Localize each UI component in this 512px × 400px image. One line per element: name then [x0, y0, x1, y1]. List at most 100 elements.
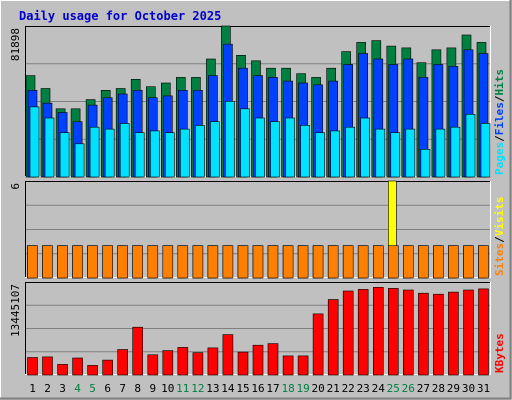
- legend-hits_files_pages: Pages/Files/Hits: [493, 69, 506, 175]
- legend-item: Sites: [493, 243, 506, 276]
- bar-kbytes-day-27: [418, 292, 429, 376]
- bar-pages-day-1: [29, 106, 40, 178]
- bar-sites-day-12: [192, 245, 204, 279]
- bar-pages-day-18: [285, 117, 295, 178]
- bar-kbytes-day-22: [342, 290, 354, 376]
- bar-pages-day-4: [74, 143, 85, 178]
- chart-title: Daily usage for October 2025: [19, 9, 221, 23]
- y-axis-max-label: 13445107: [9, 284, 22, 337]
- bar-kbytes-day-8: [132, 326, 143, 376]
- bar-sites-day-31: [478, 245, 489, 279]
- x-axis-day-labels: 1 2 3 4 5 6 7 8 9 10 11 12 13 14 15 16 17 18 19 20 21 22 23 24 2…: [29, 382, 490, 395]
- bar-kbytes-day-3: [57, 364, 68, 376]
- bar-pages-day-14: [225, 101, 235, 178]
- bar-sites-day-14: [222, 245, 234, 279]
- bar-kbytes-day-11: [177, 347, 189, 376]
- bar-kbytes-day-16: [252, 344, 264, 376]
- x-tick-label: 2: [44, 382, 51, 395]
- bar-sites-day-28: [433, 245, 444, 279]
- x-tick-label: 19: [296, 382, 309, 395]
- bar-sites-day-10: [162, 245, 174, 279]
- panel-visits_sites: 6 Sites/Visits: [9, 180, 506, 279]
- bar-pages-day-13: [210, 121, 220, 178]
- bar-pages-day-28: [435, 128, 446, 178]
- x-tick-label: 1: [29, 382, 36, 395]
- bar-sites-day-20: [312, 245, 324, 279]
- bar-sites-day-3: [57, 245, 68, 279]
- bar-kbytes-day-26: [402, 289, 414, 376]
- x-tick-label: 9: [149, 382, 156, 395]
- bar-pages-day-2: [44, 117, 55, 178]
- bar-pages-day-5: [89, 126, 100, 178]
- bar-pages-day-19: [300, 125, 310, 178]
- legend-kbytes: KBytes: [493, 333, 506, 373]
- bar-pages-day-23: [360, 117, 371, 178]
- bar-pages-day-17: [270, 121, 280, 178]
- legend-item: /: [493, 95, 506, 102]
- chart-panels: 81898Pages/Files/Hits6Sites/Visits134451…: [9, 25, 506, 376]
- x-tick-label: 27: [417, 382, 430, 395]
- bar-pages-day-26: [405, 128, 416, 178]
- bar-kbytes-day-12: [192, 352, 204, 376]
- x-tick-label: 14: [221, 382, 235, 395]
- bar-kbytes-day-24: [372, 286, 384, 376]
- x-tick-label: 17: [266, 382, 279, 395]
- x-tick-label: 29: [447, 382, 460, 395]
- bar-pages-day-11: [180, 128, 190, 178]
- bar-kbytes-day-20: [312, 313, 324, 376]
- bar-kbytes-day-9: [147, 354, 159, 376]
- bar-sites-day-29: [448, 245, 459, 279]
- x-tick-label: 8: [134, 382, 141, 395]
- bar-sites-day-27: [418, 245, 429, 279]
- bar-kbytes-day-15: [237, 351, 249, 376]
- bar-pages-day-25: [390, 132, 401, 178]
- bar-kbytes-day-30: [463, 289, 474, 376]
- bar-pages-day-7: [119, 123, 130, 178]
- legend-item: Files: [493, 102, 506, 135]
- bar-pages-day-8: [134, 132, 145, 178]
- x-tick-label: 22: [342, 382, 355, 395]
- legend-item: Pages: [493, 142, 506, 175]
- bar-kbytes-day-13: [207, 347, 219, 376]
- bar-pages-day-29: [450, 126, 461, 178]
- legend-item: /: [493, 236, 506, 243]
- bar-sites-day-2: [42, 245, 53, 279]
- x-tick-label: 21: [327, 382, 340, 395]
- bar-sites-day-8: [132, 245, 143, 279]
- x-tick-label: 31: [477, 382, 490, 395]
- bar-pages-day-27: [420, 149, 431, 178]
- x-tick-label: 20: [311, 382, 324, 395]
- x-tick-label: 23: [357, 382, 370, 395]
- x-tick-label: 6: [104, 382, 111, 395]
- bar-sites-day-5: [87, 245, 98, 279]
- bar-pages-day-31: [480, 123, 491, 178]
- bar-kbytes-day-2: [42, 356, 53, 376]
- bar-kbytes-day-7: [117, 349, 128, 376]
- x-tick-label: 3: [59, 382, 66, 395]
- bar-sites-day-19: [297, 245, 309, 279]
- bar-pages-day-30: [465, 114, 476, 178]
- x-tick-label: 15: [236, 382, 249, 395]
- bar-kbytes-day-28: [433, 293, 444, 376]
- bar-kbytes-day-10: [162, 350, 174, 376]
- bar-kbytes-day-29: [448, 291, 459, 376]
- bar-sites-day-23: [357, 245, 369, 279]
- bar-sites-day-18: [282, 245, 294, 279]
- x-tick-label: 13: [206, 382, 219, 395]
- legend-visits_sites: Sites/Visits: [493, 197, 506, 277]
- bar-sites-day-22: [342, 245, 354, 279]
- bar-pages-day-16: [255, 117, 265, 178]
- x-tick-label: 4: [74, 382, 81, 395]
- bar-kbytes-day-31: [478, 288, 489, 376]
- x-tick-label: 26: [402, 382, 415, 395]
- bar-pages-day-22: [345, 126, 356, 178]
- bar-sites-day-17: [267, 245, 279, 279]
- x-tick-label: 10: [161, 382, 174, 395]
- bar-sites-day-21: [327, 245, 339, 279]
- bar-pages-day-10: [165, 132, 175, 178]
- bar-pages-day-21: [330, 130, 341, 178]
- bar-kbytes-day-18: [282, 355, 294, 376]
- bar-pages-day-6: [104, 128, 115, 178]
- bar-pages-day-12: [195, 125, 205, 178]
